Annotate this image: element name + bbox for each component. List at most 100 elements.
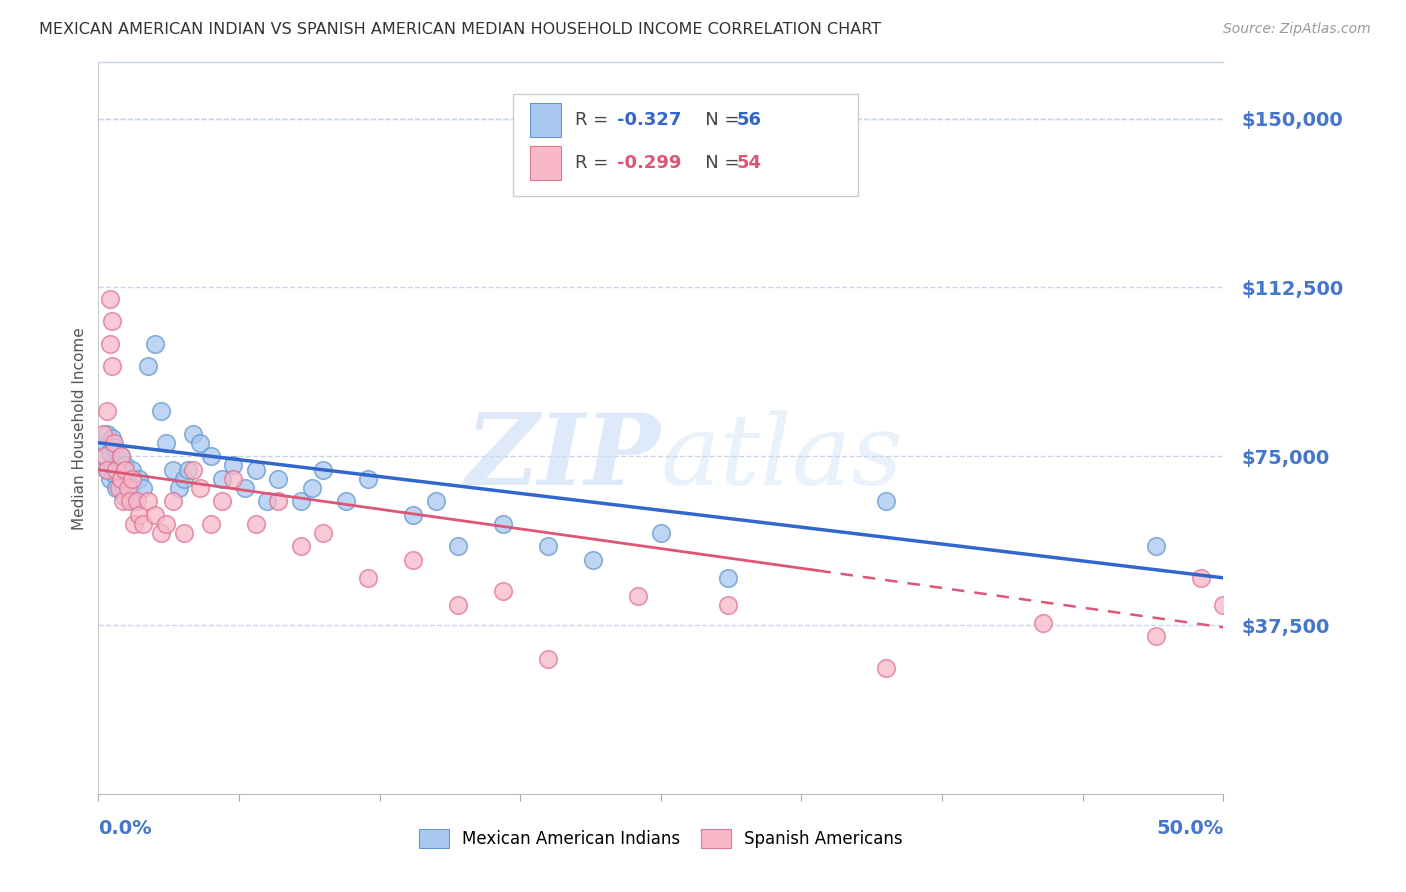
Text: -0.327: -0.327 [617, 112, 682, 129]
Point [98, 444, 121, 458]
Point [537, 652, 560, 666]
Point [245, 516, 267, 531]
Point [114, 490, 136, 504]
Point [1302, 697, 1324, 711]
Point [155, 516, 177, 531]
Point [492, 584, 515, 599]
Text: MEXICAN AMERICAN INDIAN VS SPANISH AMERICAN MEDIAN HOUSEHOLD INCOME CORRELATION : MEXICAN AMERICAN INDIAN VS SPANISH AMERI… [39, 22, 882, 37]
Point [222, 458, 245, 473]
Point [128, 508, 150, 522]
Point [96, 404, 118, 418]
Text: 50.0%: 50.0% [1156, 819, 1223, 838]
Point [101, 458, 124, 473]
Point [290, 539, 312, 553]
Point [101, 431, 124, 445]
Point [125, 494, 148, 508]
Point [128, 472, 150, 486]
Point [117, 481, 139, 495]
Point [188, 435, 211, 450]
Point [312, 463, 335, 477]
Y-axis label: Median Household Income: Median Household Income [72, 326, 87, 530]
Point [121, 472, 143, 486]
Point [96, 463, 118, 477]
Point [118, 494, 141, 508]
Point [1234, 615, 1257, 630]
Text: N =: N = [688, 154, 745, 172]
Point [1189, 571, 1212, 585]
Point [717, 571, 740, 585]
Point [124, 516, 146, 531]
Point [112, 481, 135, 495]
Point [118, 481, 141, 495]
Point [101, 359, 124, 374]
Point [107, 481, 129, 495]
Point [181, 426, 204, 441]
Point [94, 450, 117, 464]
Point [1279, 674, 1302, 689]
Point [110, 472, 132, 486]
Point [402, 553, 425, 567]
Point [105, 463, 128, 477]
Point [1324, 719, 1347, 733]
Text: ZIP: ZIP [465, 409, 661, 506]
Point [136, 359, 159, 374]
Point [162, 494, 184, 508]
Text: 0.0%: 0.0% [98, 819, 152, 838]
Point [150, 404, 173, 418]
Text: Source: ZipAtlas.com: Source: ZipAtlas.com [1223, 22, 1371, 37]
Point [105, 481, 128, 495]
Text: -0.299: -0.299 [617, 154, 682, 172]
Point [98, 336, 121, 351]
Point [110, 450, 132, 464]
Point [188, 481, 211, 495]
Point [425, 494, 447, 508]
Point [627, 589, 650, 603]
Point [110, 472, 132, 486]
Point [717, 598, 740, 612]
Point [103, 435, 125, 450]
Point [200, 516, 222, 531]
Point [181, 463, 204, 477]
Point [211, 472, 233, 486]
Text: atlas: atlas [661, 409, 904, 505]
Point [256, 494, 278, 508]
Point [875, 494, 897, 508]
Point [447, 598, 470, 612]
Point [107, 454, 129, 468]
Point [143, 336, 166, 351]
Text: R =: R = [575, 112, 614, 129]
Point [245, 463, 267, 477]
Point [301, 481, 323, 495]
Point [1144, 629, 1167, 643]
Point [177, 463, 200, 477]
Point [402, 508, 425, 522]
Point [162, 463, 184, 477]
Text: R =: R = [575, 154, 614, 172]
Point [132, 481, 155, 495]
Point [357, 472, 380, 486]
Point [124, 494, 146, 508]
Point [1032, 615, 1054, 630]
Point [537, 539, 560, 553]
Point [121, 463, 143, 477]
Point [143, 508, 166, 522]
Point [91, 426, 114, 441]
Point [582, 553, 605, 567]
Point [101, 314, 124, 328]
Point [1144, 539, 1167, 553]
Point [98, 472, 121, 486]
Text: 56: 56 [737, 112, 762, 129]
Point [650, 525, 672, 540]
Point [233, 481, 256, 495]
Point [117, 472, 139, 486]
Legend: Mexican American Indians, Spanish Americans: Mexican American Indians, Spanish Americ… [412, 822, 910, 855]
Point [335, 494, 357, 508]
Point [222, 472, 245, 486]
Point [312, 525, 335, 540]
Point [492, 516, 515, 531]
Text: 54: 54 [737, 154, 762, 172]
Point [150, 525, 173, 540]
Point [112, 494, 135, 508]
Point [357, 571, 380, 585]
Point [96, 426, 118, 441]
